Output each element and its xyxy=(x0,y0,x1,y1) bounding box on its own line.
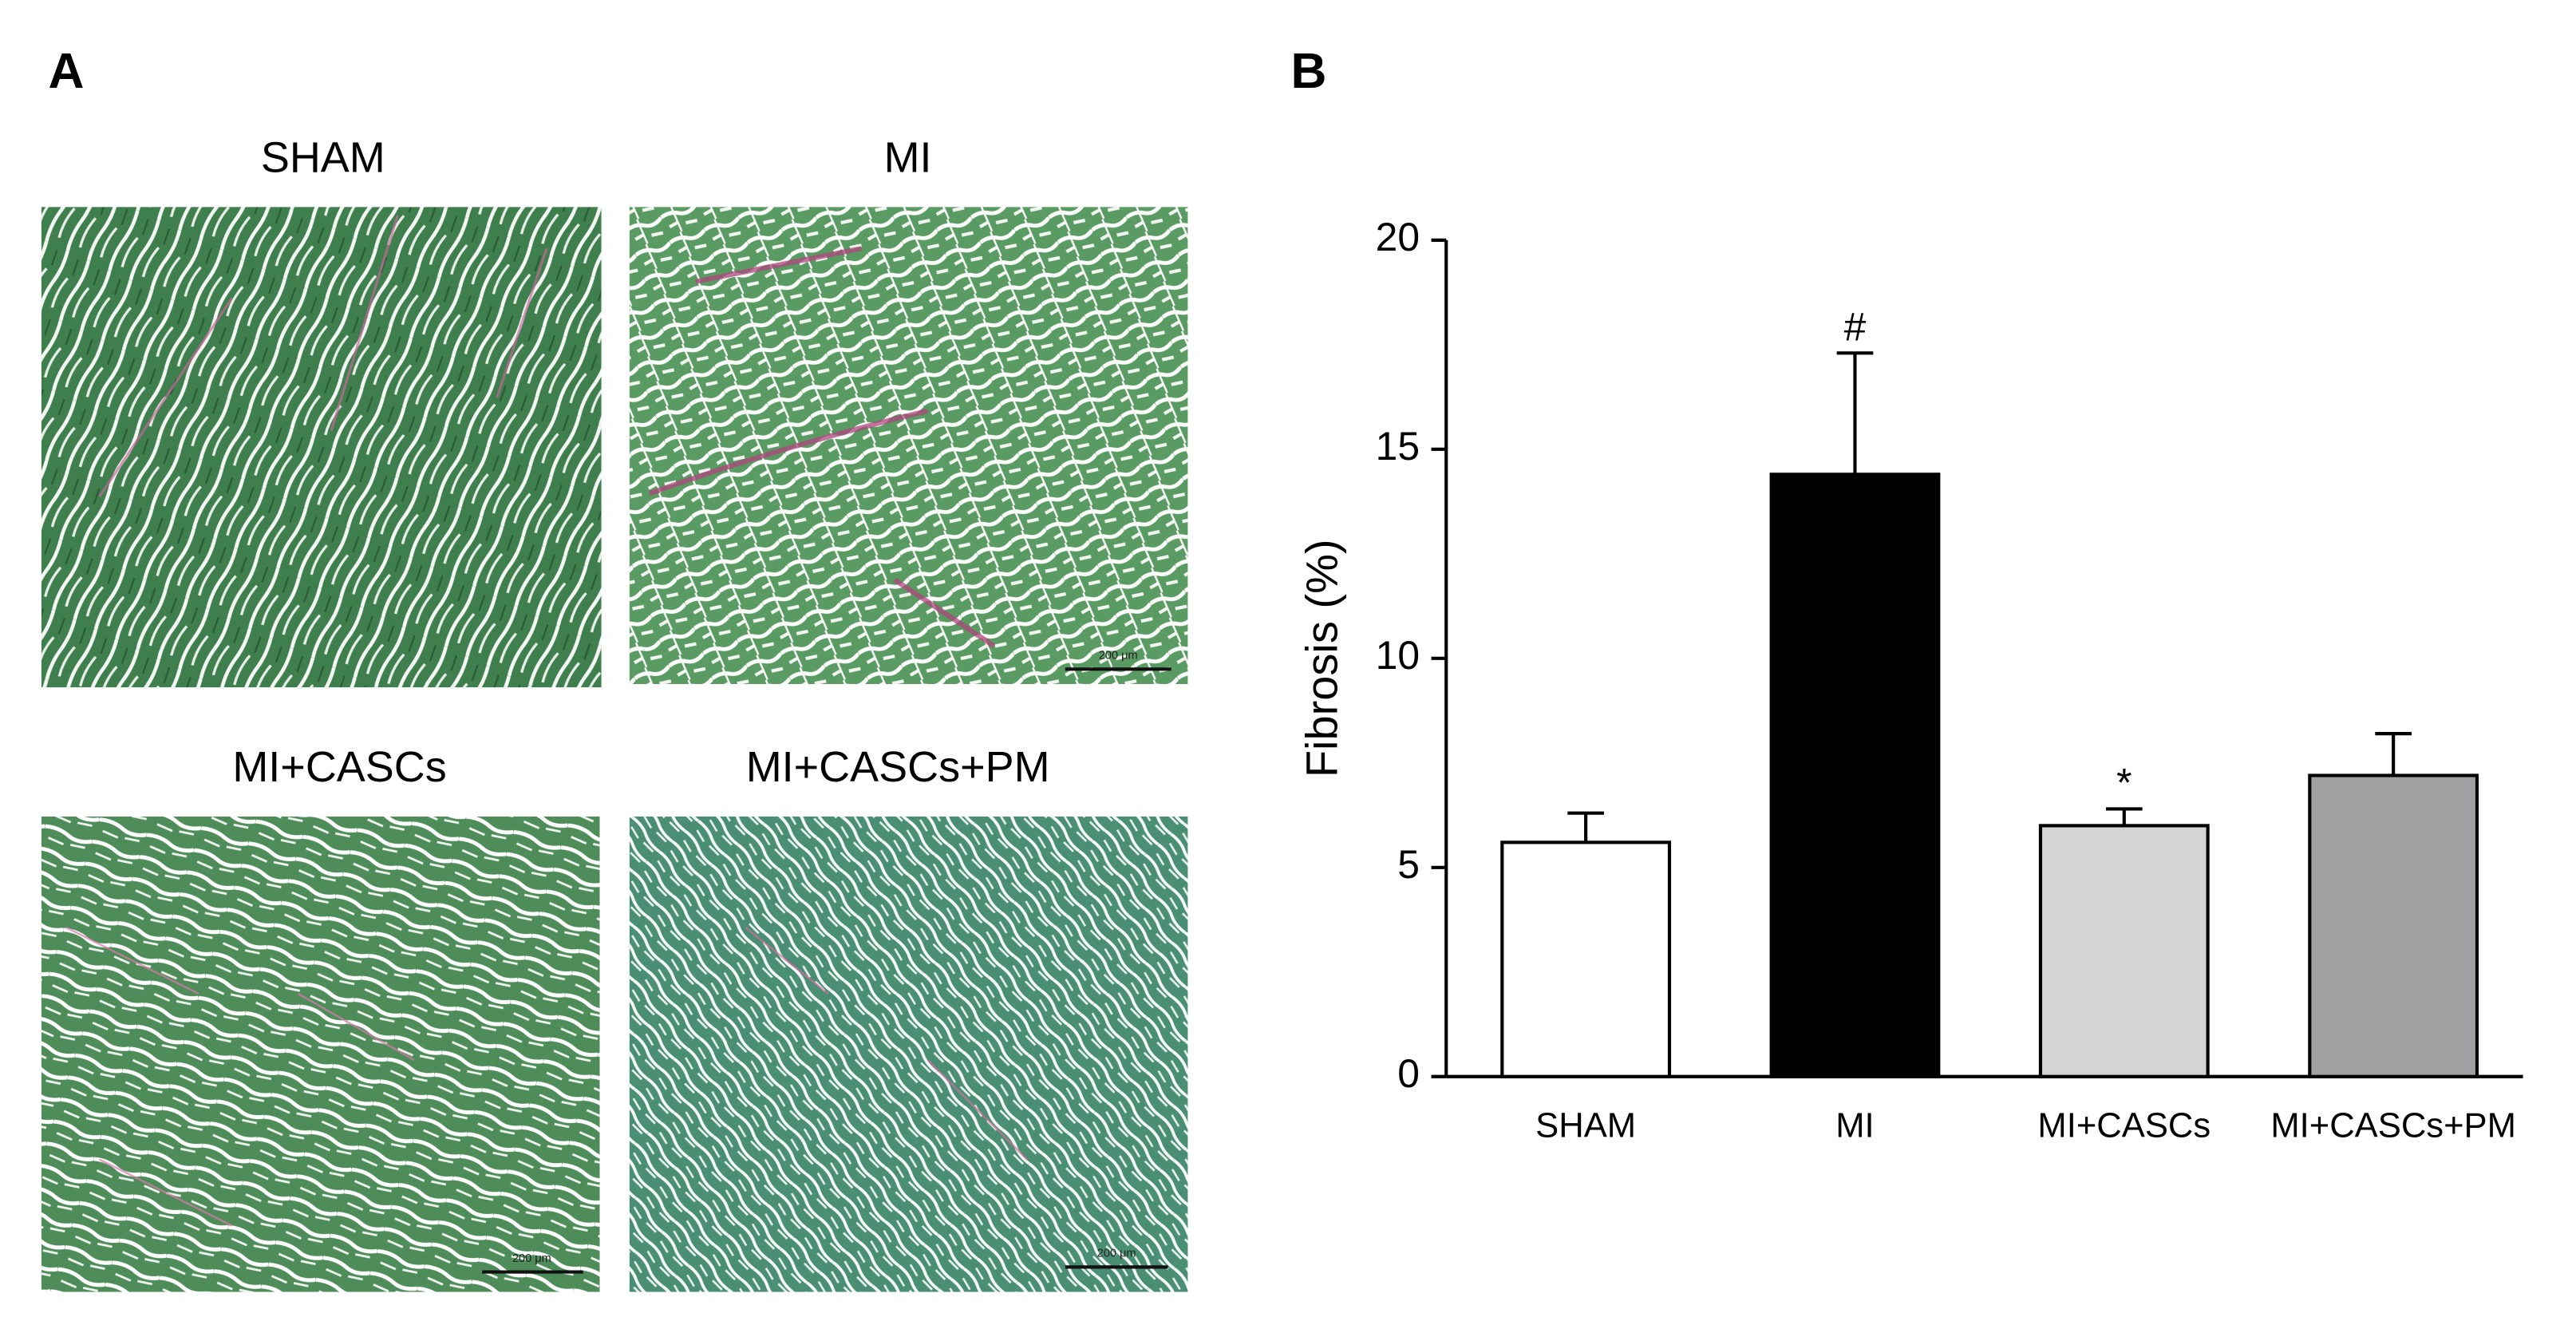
y-tick-label: 20 xyxy=(1376,215,1420,259)
micrograph-title: MI+CASCs xyxy=(232,743,446,791)
x-tick-label: SHAM xyxy=(1535,1107,1636,1145)
micrograph-title: MI+CASCs+PM xyxy=(746,743,1050,791)
micrograph xyxy=(41,816,600,1292)
scale-bar-label: 200 μm xyxy=(512,1252,551,1265)
bar xyxy=(1769,473,1941,1078)
micrograph-title: SHAM xyxy=(261,134,385,182)
significance-mark: * xyxy=(2116,761,2132,805)
panel-label: A xyxy=(49,44,85,99)
significance-mark: # xyxy=(1844,304,1867,349)
y-axis-label: Fibrosis (%) xyxy=(1296,539,1346,777)
bar xyxy=(2038,824,2210,1078)
y-tick-label: 15 xyxy=(1376,424,1420,469)
scale-bar-label: 200 μm xyxy=(1097,1248,1136,1260)
error-bar xyxy=(2375,732,2412,776)
bar xyxy=(2308,773,2479,1078)
scale-bar-label: 200 μm xyxy=(1099,650,1138,662)
micrograph-title: MI xyxy=(884,134,932,182)
error-bar xyxy=(1836,351,1874,475)
micrograph xyxy=(41,207,602,688)
x-tick-label: MI+CASCs+PM xyxy=(2270,1107,2516,1145)
x-tick-label: MI+CASCs xyxy=(2037,1107,2211,1145)
y-tick-label: 10 xyxy=(1376,633,1420,678)
y-tick-label: 0 xyxy=(1397,1051,1420,1096)
micrograph xyxy=(629,816,1188,1292)
error-bar xyxy=(2105,807,2143,826)
panel-label: B xyxy=(1290,44,1326,99)
micrograph xyxy=(629,207,1188,684)
error-bar xyxy=(1567,811,1604,843)
x-tick-label: MI xyxy=(1835,1107,1874,1145)
bar xyxy=(1500,840,1672,1078)
y-tick-label: 5 xyxy=(1397,842,1420,887)
